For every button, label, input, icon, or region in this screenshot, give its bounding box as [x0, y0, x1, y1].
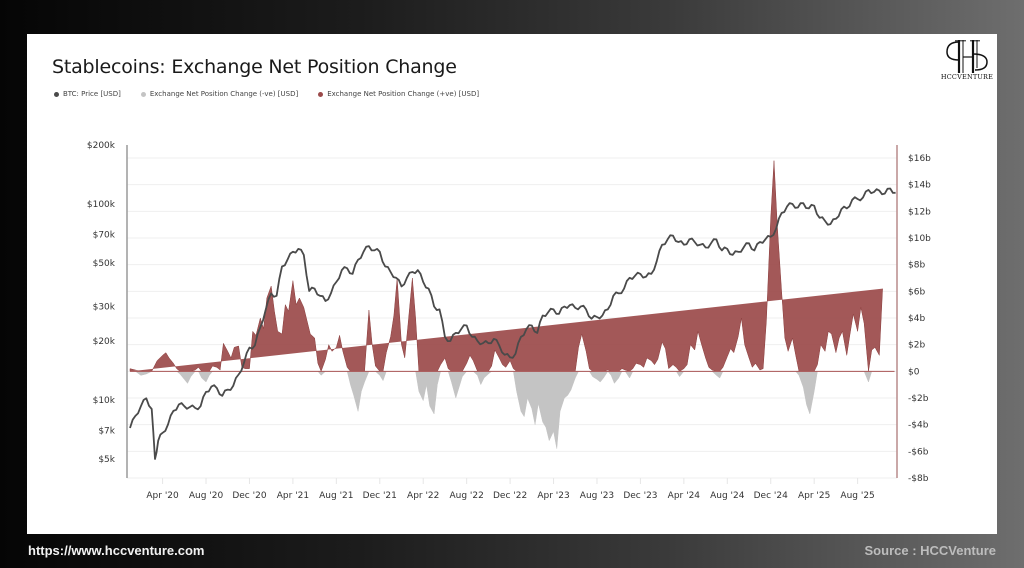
- right-axis-ticks: -$8b -$6b -$4b -$2b $0 $2b $4b $6b $8b $10b $12b $1…: [908, 154, 931, 484]
- x-axis-tick-label: Apr '25: [798, 491, 830, 501]
- chart-svg: $5k $7k $10k $20k $30k $50k $70k $100k $200k -$8…: [87, 141, 931, 501]
- chart-card: Stablecoins: Exchange Net Position Chang…: [27, 34, 997, 534]
- hccventure-logo: HCCVENTURE: [939, 40, 995, 84]
- right-axis-tick-label: $12b: [908, 207, 931, 217]
- x-axis-tick-label: Apr '20: [146, 491, 179, 501]
- right-axis-tick-label: $2b: [908, 341, 925, 351]
- left-axis-tick-label: $30k: [93, 302, 116, 312]
- axes: [126, 145, 898, 478]
- hcc-monogram-icon: [946, 40, 988, 73]
- x-axis-tick-label: Dec '23: [623, 491, 657, 501]
- left-axis-tick-label: $7k: [98, 426, 115, 436]
- left-axis-tick-label: $10k: [93, 396, 116, 406]
- x-axis-tick-label: Dec '20: [232, 491, 266, 501]
- legend-swatch-negative-change: [140, 91, 146, 97]
- right-axis-tick-label: $16b: [908, 154, 931, 164]
- left-axis-tick-label: $70k: [93, 230, 116, 240]
- right-axis-tick-label: $6b: [908, 287, 925, 297]
- x-axis-tick-label: Apr '23: [537, 491, 569, 501]
- right-axis-tick-label: -$2b: [908, 394, 929, 404]
- legend-label-positive-change: Exchange Net Position Change (+ve) [USD]: [327, 90, 480, 98]
- right-axis-tick-label: $8b: [908, 261, 925, 271]
- right-axis-tick-label: $0: [908, 367, 920, 377]
- x-axis-tick-label: Aug '24: [710, 491, 745, 501]
- x-axis-tick-label: Aug '23: [580, 491, 614, 501]
- left-axis-tick-label: $100k: [87, 200, 116, 210]
- right-axis-tick-label: $10b: [908, 234, 931, 244]
- x-axis-tick-label: Apr '24: [668, 491, 701, 501]
- x-axis-tick-label: Dec '21: [363, 491, 397, 501]
- x-axis-tick-label: Aug '20: [189, 491, 224, 501]
- x-axis-tick-label: Aug '22: [449, 491, 483, 501]
- positive-change-area: [129, 160, 883, 373]
- legend-swatch-positive-change: [318, 91, 324, 97]
- logo-text: HCCVENTURE: [940, 73, 994, 81]
- right-axis-tick-label: -$8b: [908, 474, 929, 484]
- right-axis-tick-label: $4b: [908, 314, 925, 324]
- left-axis-tick-label: $200k: [87, 141, 116, 151]
- chart-title: Stablecoins: Exchange Net Position Chang…: [52, 56, 457, 78]
- left-axis-tick-label: $50k: [93, 259, 116, 269]
- negative-change-area: [130, 370, 883, 449]
- legend-label-negative-change: Exchange Net Position Change (-ve) [USD]: [149, 90, 299, 98]
- legend-label-btc-price: BTC: Price [USD]: [63, 90, 121, 98]
- btc-price-line: [129, 187, 896, 460]
- x-axis-ticks: Apr '20 Aug '20 Dec '20 Apr '21 Aug '21 Dec '…: [146, 491, 874, 501]
- left-axis-tick-label: $20k: [93, 337, 116, 347]
- legend-swatch-btc-price: [54, 91, 59, 97]
- btc-price-series: [129, 187, 896, 460]
- chart-legend: BTC: Price [USD] Exchange Net Position C…: [54, 90, 479, 98]
- right-axis-tick-label: $14b: [908, 181, 931, 191]
- x-axis-tick-label: Apr '22: [407, 491, 439, 501]
- x-axis-tick-label: Aug '25: [840, 491, 874, 501]
- left-axis-ticks: $5k $7k $10k $20k $30k $50k $70k $100k $200k: [87, 141, 116, 465]
- gridlines: [127, 157, 897, 484]
- legend-item-negative-change[interactable]: Exchange Net Position Change (-ve) [USD]: [140, 90, 299, 98]
- right-axis-tick-label: -$4b: [908, 421, 929, 431]
- x-axis-tick-label: Apr '21: [277, 491, 309, 501]
- x-axis-tick-label: Dec '22: [493, 491, 527, 501]
- net-position-areas: [129, 160, 895, 449]
- x-axis-tick-label: Dec '24: [754, 491, 788, 501]
- x-axis-tick-label: Aug '21: [319, 491, 353, 501]
- legend-item-btc-price[interactable]: BTC: Price [USD]: [54, 90, 121, 98]
- source-credit: Source : HCCVenture: [864, 543, 996, 558]
- right-axis-tick-label: -$6b: [908, 447, 929, 457]
- website-url[interactable]: https://www.hccventure.com: [28, 543, 205, 558]
- left-axis-tick-label: $5k: [98, 455, 115, 465]
- legend-item-positive-change[interactable]: Exchange Net Position Change (+ve) [USD]: [318, 90, 479, 98]
